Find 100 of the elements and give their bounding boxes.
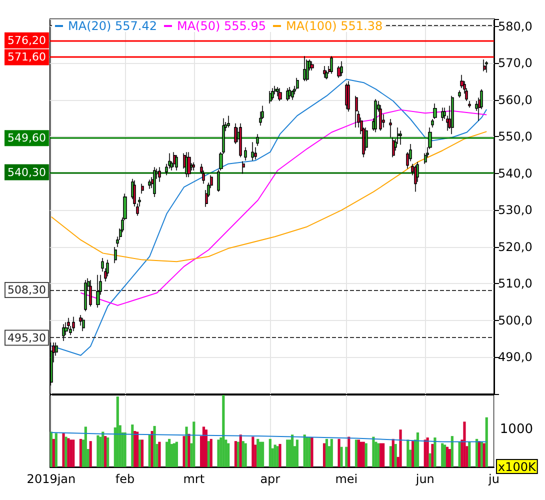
candlestick xyxy=(114,246,117,264)
candlestick xyxy=(288,86,291,100)
bar xyxy=(322,443,326,467)
bar xyxy=(106,437,110,467)
candlestick xyxy=(355,95,358,128)
bar xyxy=(239,434,242,467)
y-tick-label: 570,0 xyxy=(498,56,532,70)
bar xyxy=(340,446,343,467)
bar xyxy=(252,436,254,467)
bar xyxy=(134,431,136,467)
candlestick xyxy=(483,59,486,72)
y-tick-label: 490,0 xyxy=(498,350,532,364)
candlestick xyxy=(89,280,92,307)
candlestick xyxy=(389,118,392,138)
x-tick-label: apr xyxy=(260,472,280,486)
bar xyxy=(286,440,289,467)
bar xyxy=(399,430,402,467)
candlestick xyxy=(84,280,87,312)
bar xyxy=(416,432,420,467)
candlestick xyxy=(431,118,434,128)
candlestick xyxy=(325,70,328,80)
candlestick xyxy=(271,88,274,100)
bar xyxy=(136,432,139,467)
bar xyxy=(303,434,306,467)
bar xyxy=(463,422,466,467)
candlestick xyxy=(82,317,85,332)
line-series xyxy=(80,109,488,306)
bar xyxy=(52,438,55,467)
candlestick xyxy=(234,123,237,144)
bar xyxy=(131,424,134,467)
candlestick xyxy=(175,154,178,171)
bar xyxy=(166,442,168,467)
bar xyxy=(480,442,483,467)
candlestick xyxy=(303,56,306,82)
x-tick-label: ju xyxy=(488,472,500,486)
candlestick xyxy=(153,166,156,198)
ref-line-label: 549,60 xyxy=(8,132,46,145)
bar xyxy=(330,438,333,467)
bar xyxy=(102,432,104,467)
candlestick xyxy=(141,183,144,194)
bar xyxy=(116,396,119,467)
candlestick xyxy=(187,152,191,178)
bar xyxy=(256,438,260,467)
candlestick xyxy=(158,166,161,182)
line-series xyxy=(50,78,488,356)
bar xyxy=(424,440,426,467)
candlestick xyxy=(468,100,471,108)
bar xyxy=(364,443,368,467)
bar xyxy=(278,444,282,467)
bar xyxy=(478,441,481,467)
bar xyxy=(450,436,454,467)
candlestick xyxy=(62,324,65,342)
candlestick xyxy=(278,88,282,102)
y-tick-label: 580,0 xyxy=(498,19,532,34)
bar xyxy=(204,430,208,467)
bar xyxy=(296,440,299,467)
bar xyxy=(412,441,414,467)
bar xyxy=(242,441,244,467)
bar xyxy=(188,434,190,467)
bar xyxy=(50,432,53,467)
bar xyxy=(207,441,210,467)
candlestick xyxy=(330,56,333,74)
ref-line-label: 495,30 xyxy=(8,331,46,344)
bar xyxy=(380,443,382,467)
bar xyxy=(485,417,488,467)
bar xyxy=(372,436,375,467)
bar xyxy=(468,442,471,467)
x-tick-label: 2019jan xyxy=(26,472,76,486)
x-tick-label: feb xyxy=(115,472,135,486)
bar xyxy=(140,440,144,467)
y-axis-title: x100K xyxy=(498,460,538,474)
candlestick xyxy=(458,90,461,98)
bar xyxy=(153,426,156,467)
bar xyxy=(192,422,196,467)
bar xyxy=(276,446,279,467)
ref-line-label: 571,60 xyxy=(8,50,46,64)
candlestick xyxy=(485,60,488,74)
bar xyxy=(222,395,225,467)
bar xyxy=(217,440,220,467)
bar xyxy=(392,438,394,467)
candlestick xyxy=(242,160,245,174)
bar xyxy=(446,446,449,467)
candlestick xyxy=(72,316,75,332)
bar xyxy=(175,442,178,467)
bar xyxy=(475,438,478,467)
y-tick-label: 520,0 xyxy=(498,240,532,254)
bar xyxy=(227,443,230,467)
bar xyxy=(202,426,206,467)
x-tick-label: mrt xyxy=(183,472,205,486)
bar xyxy=(268,438,272,467)
bar xyxy=(389,446,392,467)
candlestick xyxy=(374,98,377,133)
ref-line-label: 540,30 xyxy=(8,166,46,179)
bar xyxy=(158,442,161,467)
bar xyxy=(354,440,358,467)
bar xyxy=(482,443,486,467)
bar xyxy=(444,444,446,467)
bar xyxy=(148,434,151,467)
x-tick-label: mei xyxy=(335,472,358,486)
bar xyxy=(362,442,365,467)
